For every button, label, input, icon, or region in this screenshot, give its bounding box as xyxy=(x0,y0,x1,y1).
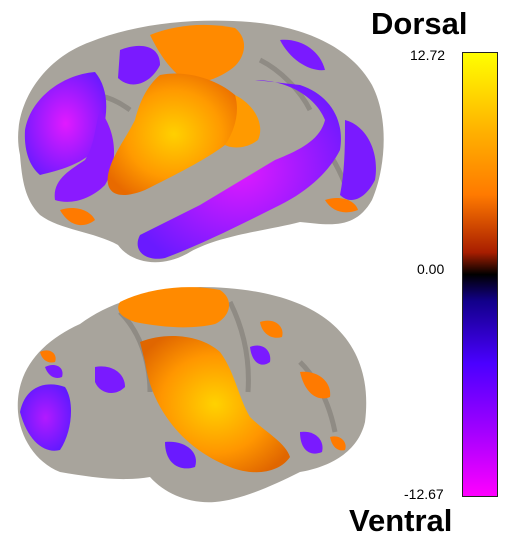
colorbar-zero-label: 0.00 xyxy=(417,261,445,277)
colorbar-min-label: -12.67 xyxy=(404,486,444,502)
dorsal-brain-image xyxy=(18,20,384,263)
ventral-brain-image xyxy=(17,287,367,503)
ventral-label: Ventral xyxy=(349,503,453,538)
dorsal-label: Dorsal xyxy=(371,6,468,41)
colorbar-max-label: 12.72 xyxy=(410,47,446,63)
colorbar xyxy=(462,52,498,497)
